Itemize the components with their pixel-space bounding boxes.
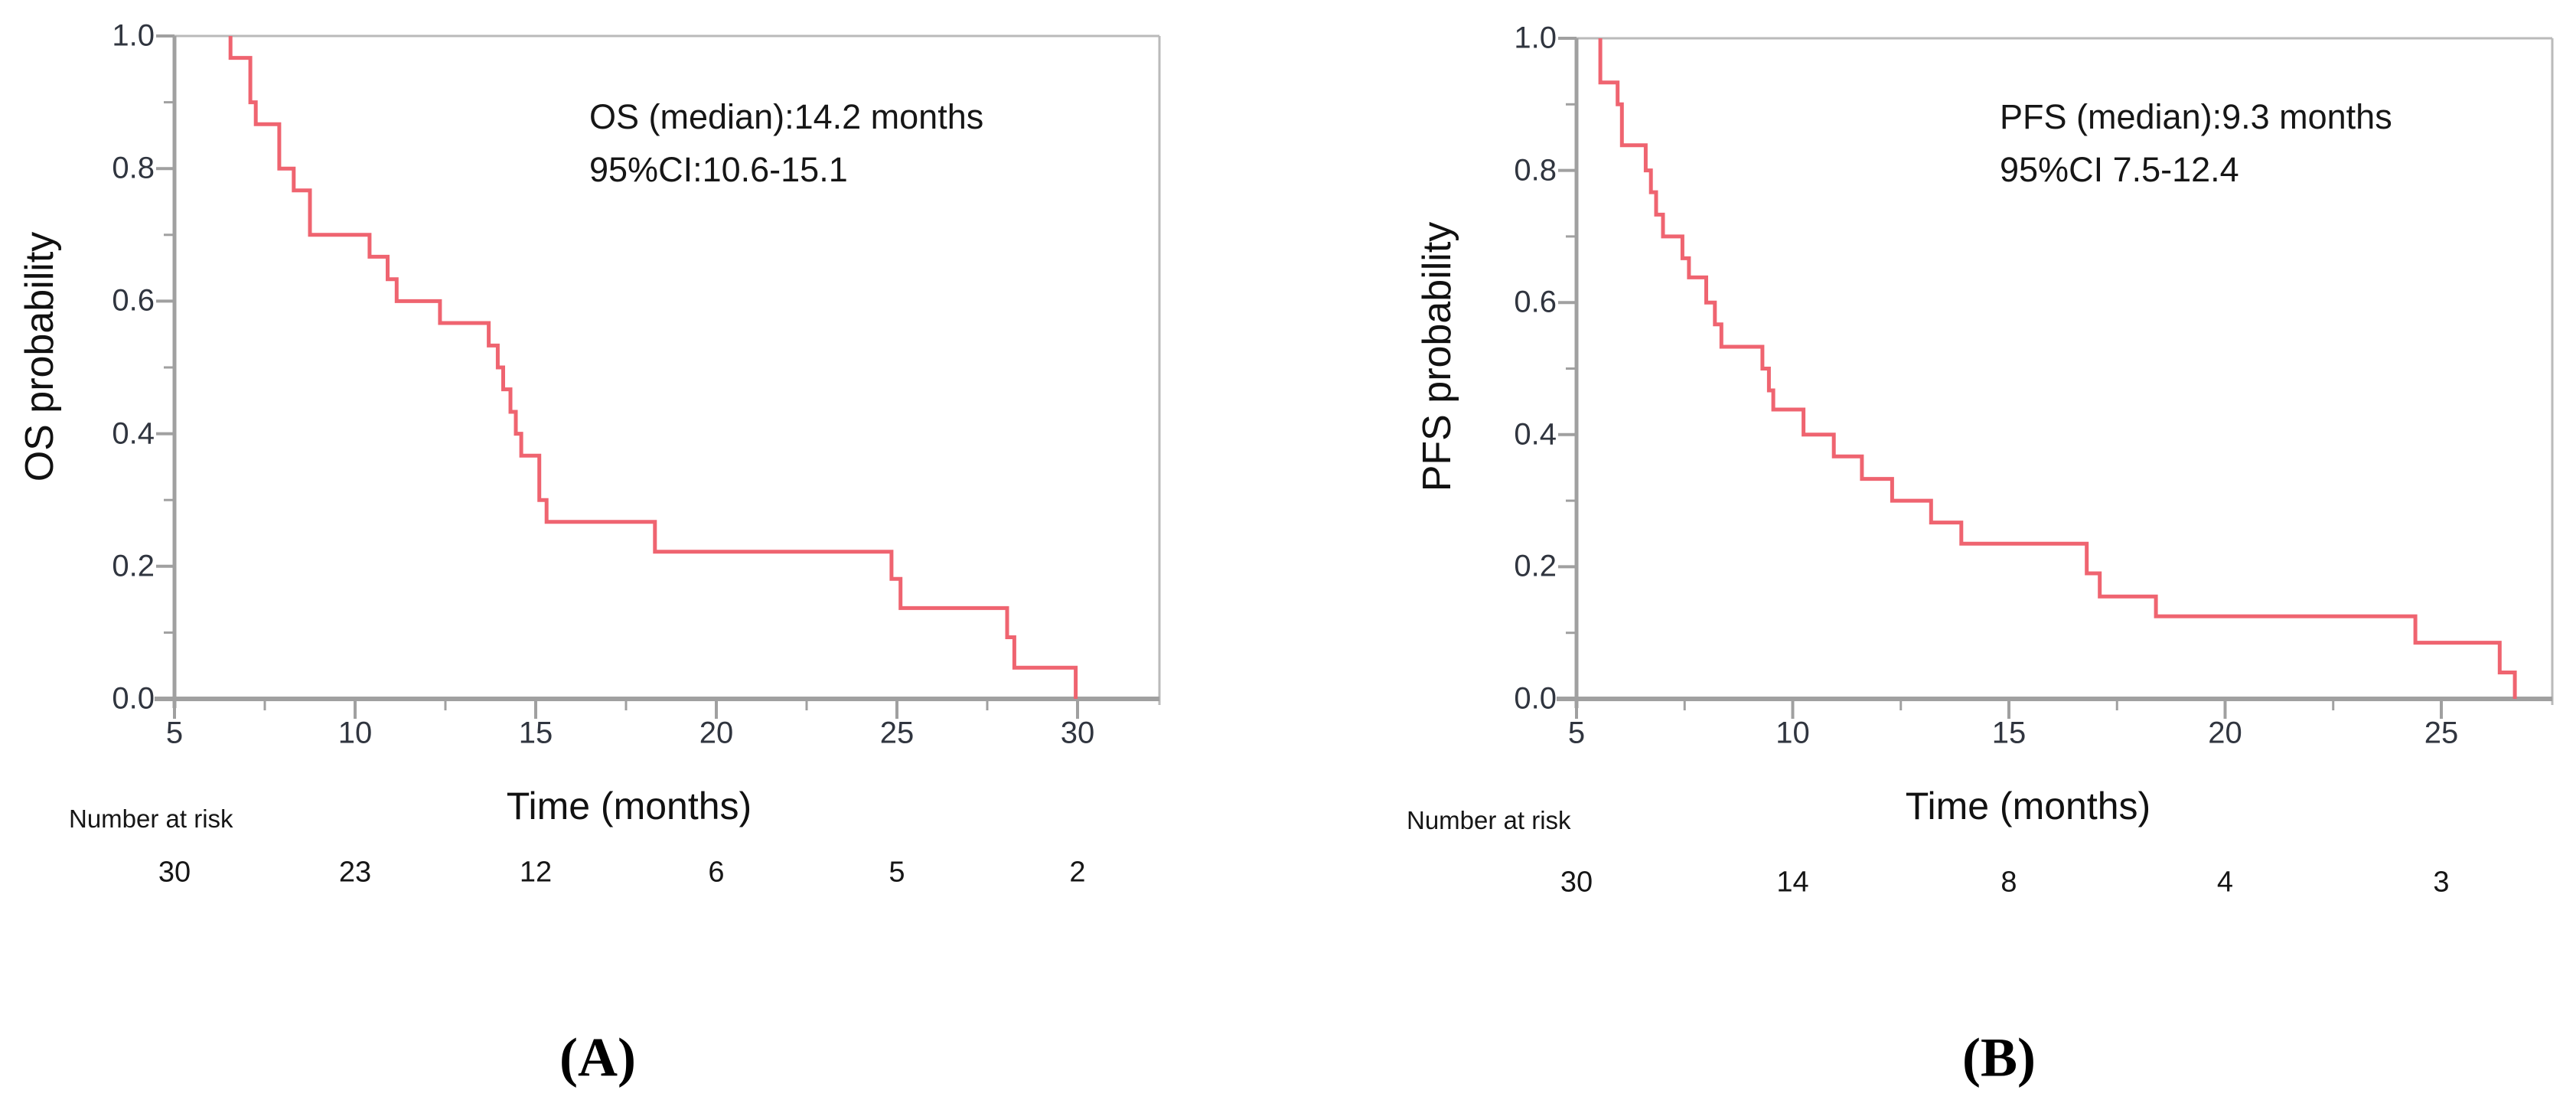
panel-b-risk-value-10: 14 bbox=[1776, 866, 1809, 899]
panel-b-xtick-label-15: 15 bbox=[1991, 716, 2027, 750]
panel-b-survival-curve bbox=[1598, 38, 2517, 699]
panel-a-survival-curve bbox=[228, 36, 1078, 699]
panel-b-median-text: PFS (median):9.3 months bbox=[2000, 97, 2392, 136]
panel-b-xtick-label-10: 10 bbox=[1775, 716, 1810, 750]
panel-a-risk-value-15: 12 bbox=[519, 856, 553, 889]
panel-b-risk-value-15: 8 bbox=[2000, 866, 2017, 899]
panel-a-xtick-label-15: 15 bbox=[518, 716, 553, 750]
panel-b-caption: (B) bbox=[1962, 1027, 2036, 1089]
panel-a-xtick-label-20: 20 bbox=[699, 716, 734, 750]
panel-a-xtick-label-25: 25 bbox=[879, 716, 915, 750]
panel-a-caption: (A) bbox=[559, 1027, 636, 1089]
panel-b-ytick-label-1.0: 1.0 bbox=[1514, 21, 1557, 55]
panel-a-xtick-label-10: 10 bbox=[337, 716, 373, 750]
panel-a-number-at-risk-label: Number at risk bbox=[69, 805, 233, 833]
panel-b-ytick-label-0.4: 0.4 bbox=[1514, 417, 1557, 452]
panel-a-median-text: OS (median):14.2 months bbox=[589, 97, 984, 136]
panel-b-x-axis-label: Time (months) bbox=[1905, 785, 2151, 827]
panel-a-y-axis-label: OS probability bbox=[18, 231, 62, 482]
panel-a-ytick-label-0.2: 0.2 bbox=[112, 549, 155, 583]
panel-b-risk-value-20: 4 bbox=[2216, 866, 2234, 899]
panel-a-risk-value-5: 30 bbox=[158, 856, 191, 889]
panel-a-ytick-label-0.4: 0.4 bbox=[112, 416, 155, 451]
panel-b-ci-text: 95%CI 7.5-12.4 bbox=[2000, 150, 2239, 189]
panel-b-ytick-label-0.2: 0.2 bbox=[1514, 549, 1557, 583]
panel-b-annotation: PFS (median):9.3 months 95%CI 7.5-12.4 bbox=[2000, 90, 2392, 196]
panel-b-xtick-label-20: 20 bbox=[2208, 716, 2242, 750]
panel-b-y-axis-label: PFS probability bbox=[1415, 221, 1459, 492]
panel-a-ytick-label-0.6: 0.6 bbox=[112, 283, 155, 318]
panel-a-x-axis-label: Time (months) bbox=[506, 785, 752, 827]
panel-b-xtick-label-5: 5 bbox=[1567, 716, 1586, 750]
panel-b-risk-value-25: 3 bbox=[2433, 866, 2450, 899]
panel-b-risk-value-5: 30 bbox=[1560, 866, 1593, 899]
panel-a-xtick-label-5: 5 bbox=[165, 716, 184, 750]
panel-a-annotation: OS (median):14.2 months 95%CI:10.6-15.1 bbox=[589, 90, 983, 196]
panel-b-number-at-risk-label: Number at risk bbox=[1407, 806, 1571, 834]
panel-a-ytick-label-0.0: 0.0 bbox=[112, 681, 155, 716]
panel-a-ytick-label-0.8: 0.8 bbox=[112, 151, 155, 185]
panel-a-xtick-label-30: 30 bbox=[1060, 716, 1095, 750]
panel-b-ytick-label-0.8: 0.8 bbox=[1514, 153, 1557, 188]
panel-a-risk-value-30: 2 bbox=[1069, 856, 1086, 889]
panel-b-ytick-label-0.6: 0.6 bbox=[1514, 285, 1557, 319]
panel-a-ytick-label-1.0: 1.0 bbox=[112, 18, 155, 53]
panel-a-risk-value-10: 23 bbox=[338, 856, 372, 889]
panel-a-risk-value-20: 6 bbox=[708, 856, 725, 889]
panel-b-ytick-label-0.0: 0.0 bbox=[1514, 681, 1557, 716]
panel-a-risk-value-25: 5 bbox=[889, 856, 905, 889]
panel-a-ci-text: 95%CI:10.6-15.1 bbox=[589, 150, 848, 189]
panel-b-xtick-label-25: 25 bbox=[2424, 716, 2459, 750]
